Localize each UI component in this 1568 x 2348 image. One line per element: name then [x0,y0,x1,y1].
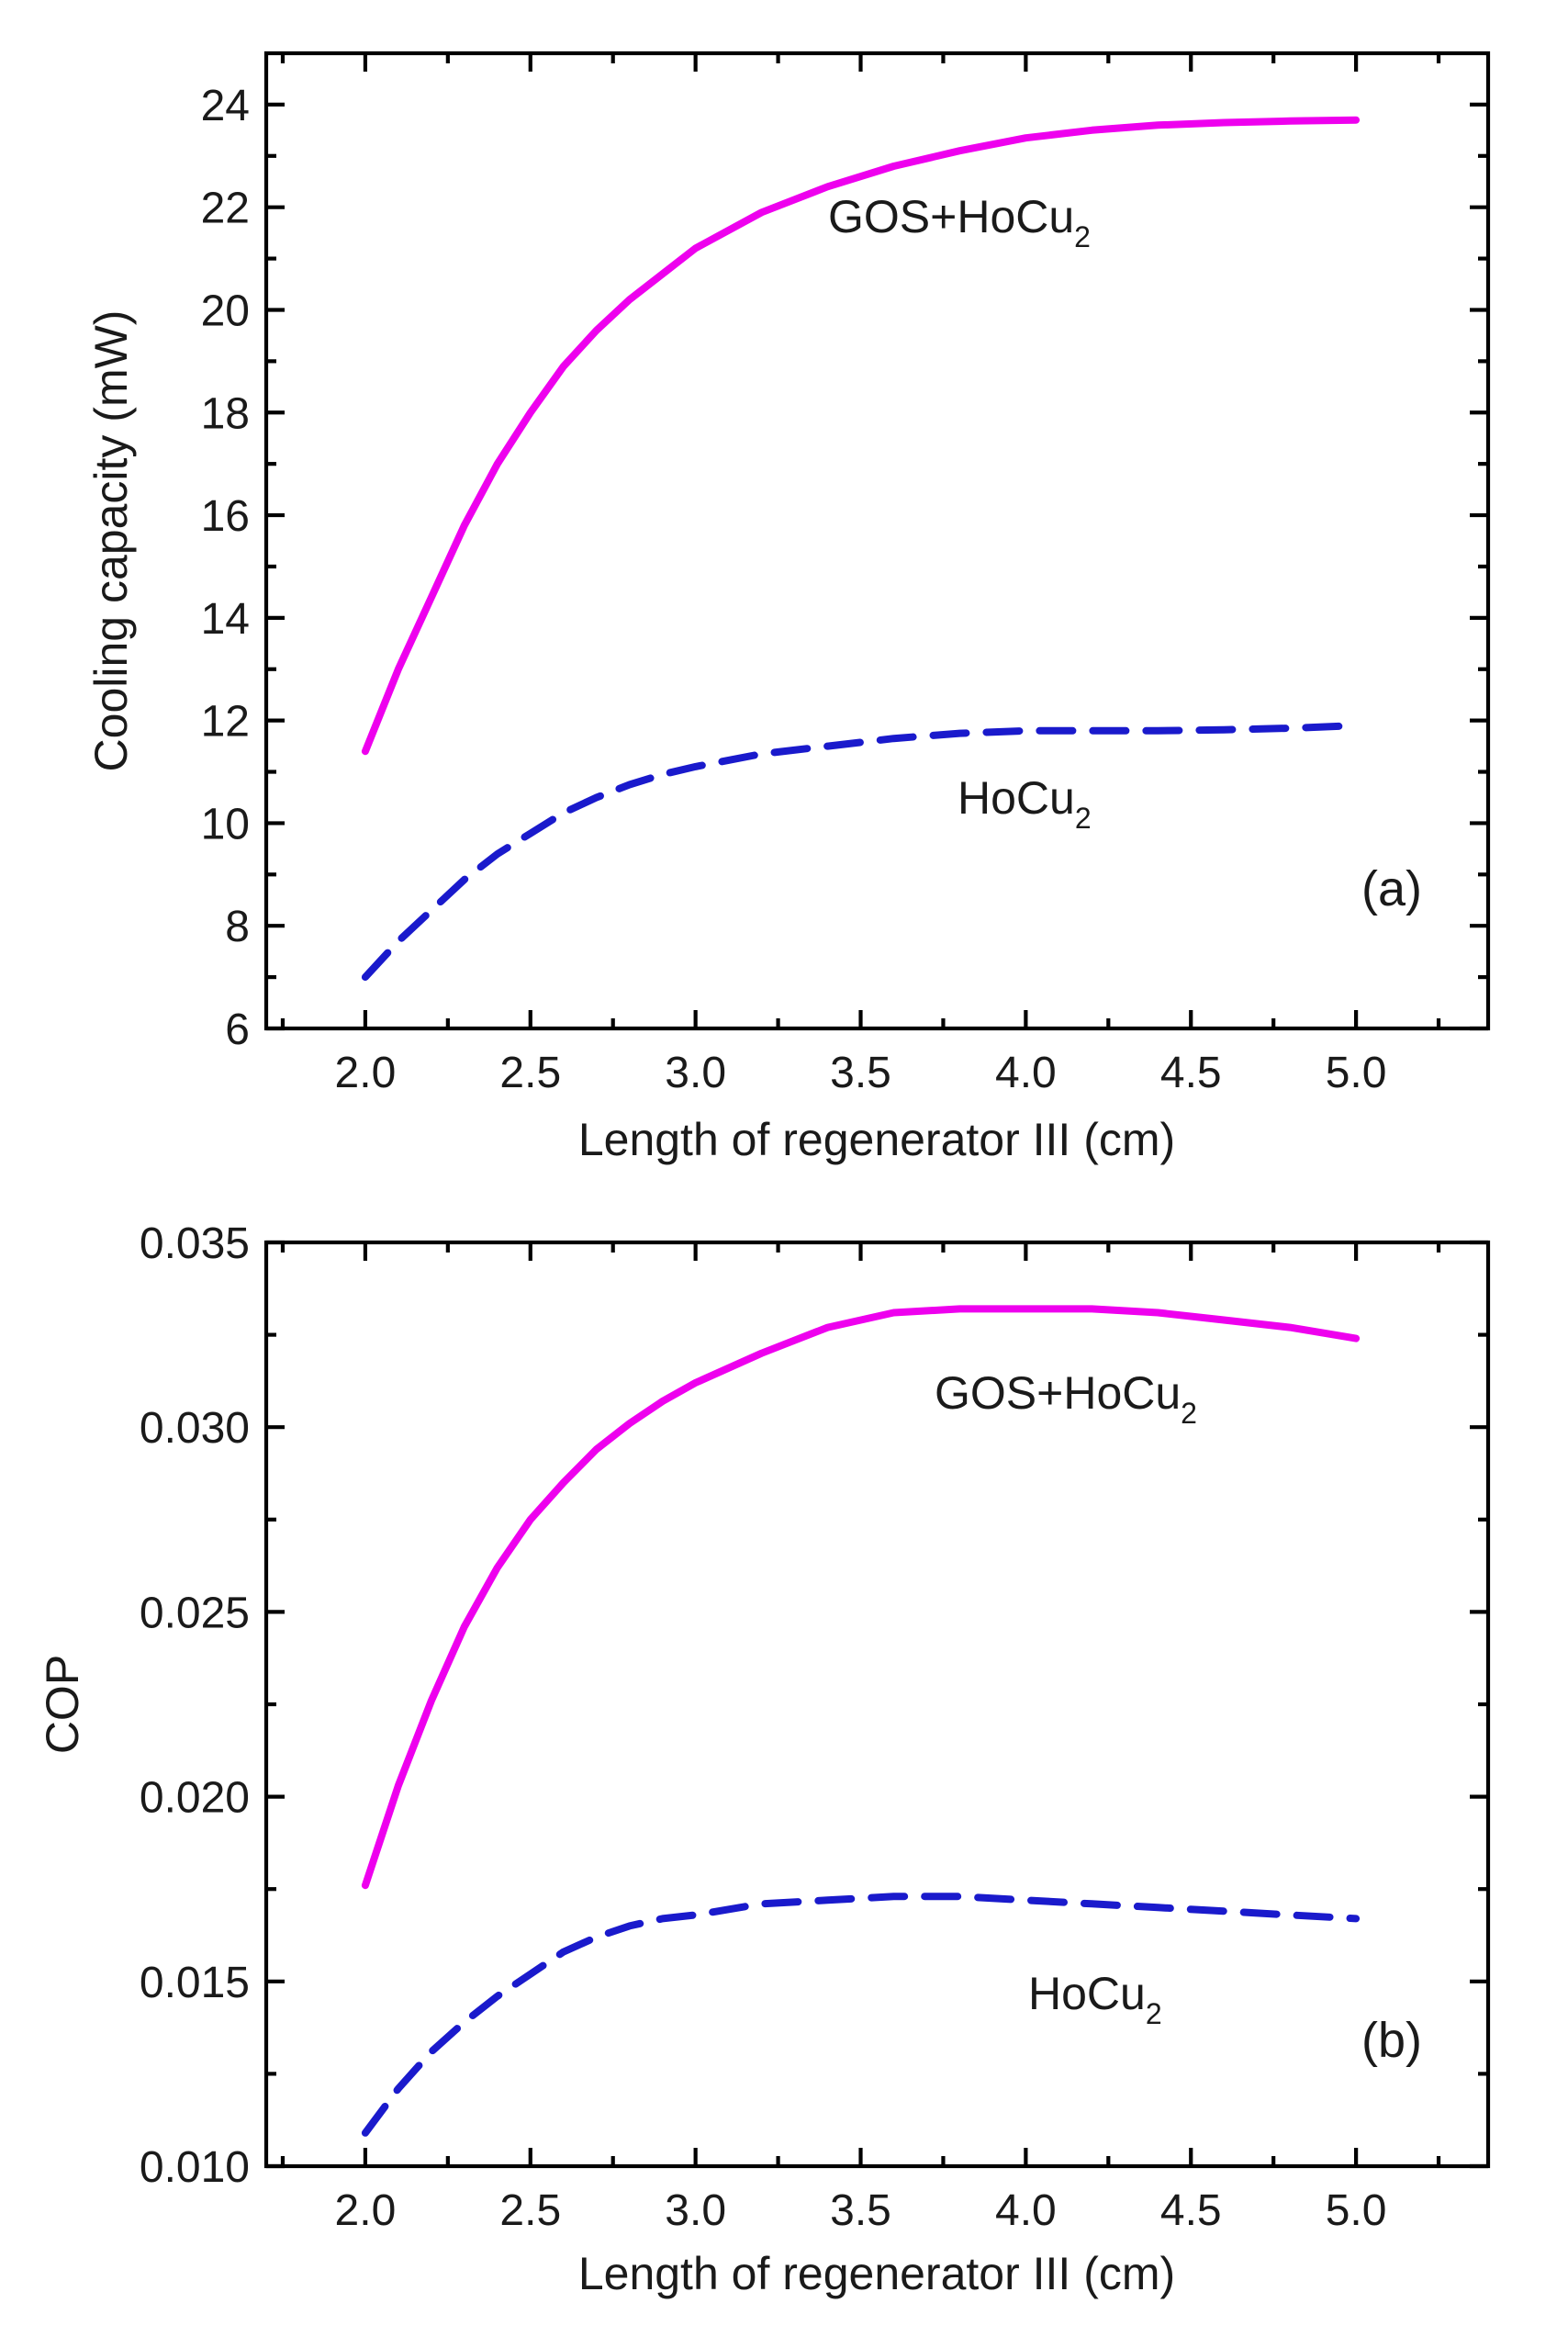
y-tick-label: 0.025 [140,1589,250,1637]
y-tick-label: 24 [201,82,250,130]
chart-panel-a: 2.0 2.5 3.0 3.5 4.0 4.5 5.0681012141618202224 … [85,51,1491,1165]
y-axis-label: Cooling capacity (mW) [85,310,137,772]
chart-panel-b: 2.0 2.5 3.0 3.5 4.0 4.5 5.0 0.010 0.015 0.020 0.02… [37,1219,1491,2299]
x-tick-label: 2.5 [499,2186,561,2235]
series-line-hocu2 [361,722,1361,982]
plot-frame [263,51,1491,1031]
series-layer [361,1305,1361,2137]
y-tick-label: 0.020 [140,1774,250,1823]
y-tick-label: 8 [225,903,250,951]
y-tick-label: 0.015 [140,1959,250,2007]
y-tick-label: 22 [201,185,250,233]
x-tick-label: 4.0 [995,1049,1057,1097]
x-tick-label: 2.0 [335,1049,397,1097]
ticks-layer: 2.0 2.5 3.0 3.5 4.0 4.5 5.0 6 8 10 12 14 16 18 20 22 24 [201,53,1488,1097]
panel-label-a: (a) [1361,861,1422,916]
series-label-gos-hocu2: GOS+HoCu2 [935,1367,1197,1430]
x-tick-label: 4.5 [1160,1049,1222,1097]
x-tick-label: 5.0 [1326,1049,1387,1097]
x-tick-label: 3.0 [665,2186,726,2235]
x-axis-label: Length of regenerator III (cm) [578,2248,1175,2299]
x-tick-label: 3.5 [830,2186,891,2235]
series-line-gos-hocu2 [361,116,1361,756]
y-tick-label: 0.030 [140,1404,250,1453]
y-tick-label: 10 [201,800,250,848]
y-tick-label: 0.035 [140,1219,250,1268]
y-tick-label: 18 [201,389,250,438]
y-tick-label: 16 [201,492,250,541]
y-tick-label: 20 [201,286,250,335]
y-tick-label: 12 [201,698,250,747]
y-tick-label: 6 [225,1005,250,1054]
series-line-hocu2 [361,1893,1361,2137]
x-axis-label: Length of regenerator III (cm) [578,1114,1175,1165]
series-line-gos-hocu2 [361,1305,1361,1890]
series-label-hocu2: HoCu2 [1028,1968,1162,2030]
y-tick-label: 14 [201,595,250,644]
x-tick-label: 3.0 [665,1049,726,1097]
series-label-gos-hocu2: GOS+HoCu2 [828,191,1091,253]
y-tick-label: 0.010 [140,2143,250,2192]
x-tick-label: 4.5 [1160,2186,1222,2235]
plot-frame [263,1240,1491,2169]
x-tick-label: 2.5 [499,1049,561,1097]
x-tick-label: 4.0 [995,2186,1057,2235]
series-label-hocu2: HoCu2 [958,772,1092,835]
x-tick-label: 2.0 [335,2186,397,2235]
ticks-layer: 2.0 2.5 3.0 3.5 4.0 4.5 5.0 0.010 0.015 0.020 0.02… [140,1219,1488,2235]
x-tick-label: 5.0 [1326,2186,1387,2235]
series-layer [361,116,1361,982]
panel-label-b: (b) [1361,2013,1422,2068]
y-axis-label: COP [37,1655,88,1754]
x-tick-label: 3.5 [830,1049,891,1097]
